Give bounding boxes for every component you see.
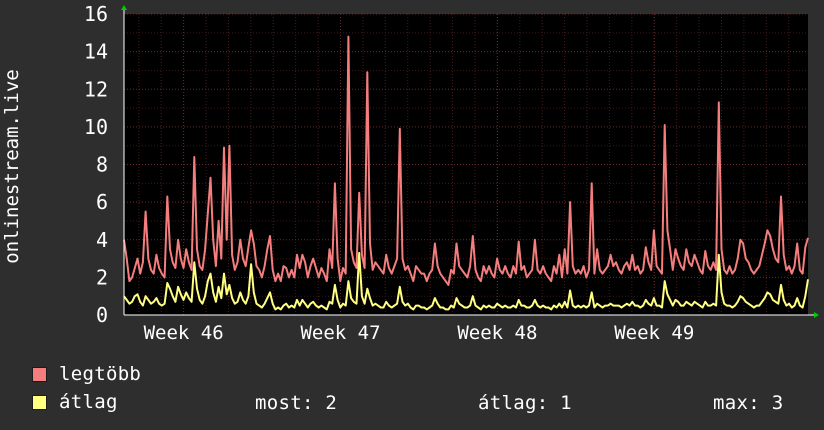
y-axis-label: onlinestream.live	[1, 69, 23, 263]
x-axis-arrow	[814, 312, 819, 318]
legend-swatch-max	[32, 366, 47, 382]
series-line-average	[123, 251, 809, 311]
x-tick-label: Week 46	[144, 322, 224, 344]
stat-now: most: 2	[255, 392, 338, 414]
x-tick-label: Week 47	[300, 322, 380, 344]
stat-average: átlag: 1	[478, 392, 572, 414]
legend-item-avg: átlag	[32, 391, 118, 413]
y-tick-label: 2	[96, 265, 108, 289]
y-tick-label: 0	[96, 303, 108, 327]
legend-label-max: legtöbb	[59, 363, 142, 385]
legend-swatch-avg	[32, 394, 47, 410]
y-tick-label: 16	[84, 2, 108, 26]
x-tick-label: Week 48	[457, 322, 537, 344]
y-axis-arrow	[121, 5, 127, 10]
series-line-max	[123, 35, 809, 286]
y-tick-label: 14	[84, 40, 108, 64]
x-tick-label: Week 49	[614, 322, 694, 344]
stat-max: max: 3	[713, 392, 784, 414]
legend-label-avg: átlag	[59, 391, 118, 413]
y-tick-label: 4	[96, 228, 108, 252]
y-tick-label: 6	[96, 190, 108, 214]
y-tick-label: 8	[96, 153, 108, 177]
y-tick-label: 12	[84, 77, 108, 101]
legend-item-max: legtöbb	[32, 363, 142, 385]
y-tick-label: 10	[84, 115, 108, 139]
